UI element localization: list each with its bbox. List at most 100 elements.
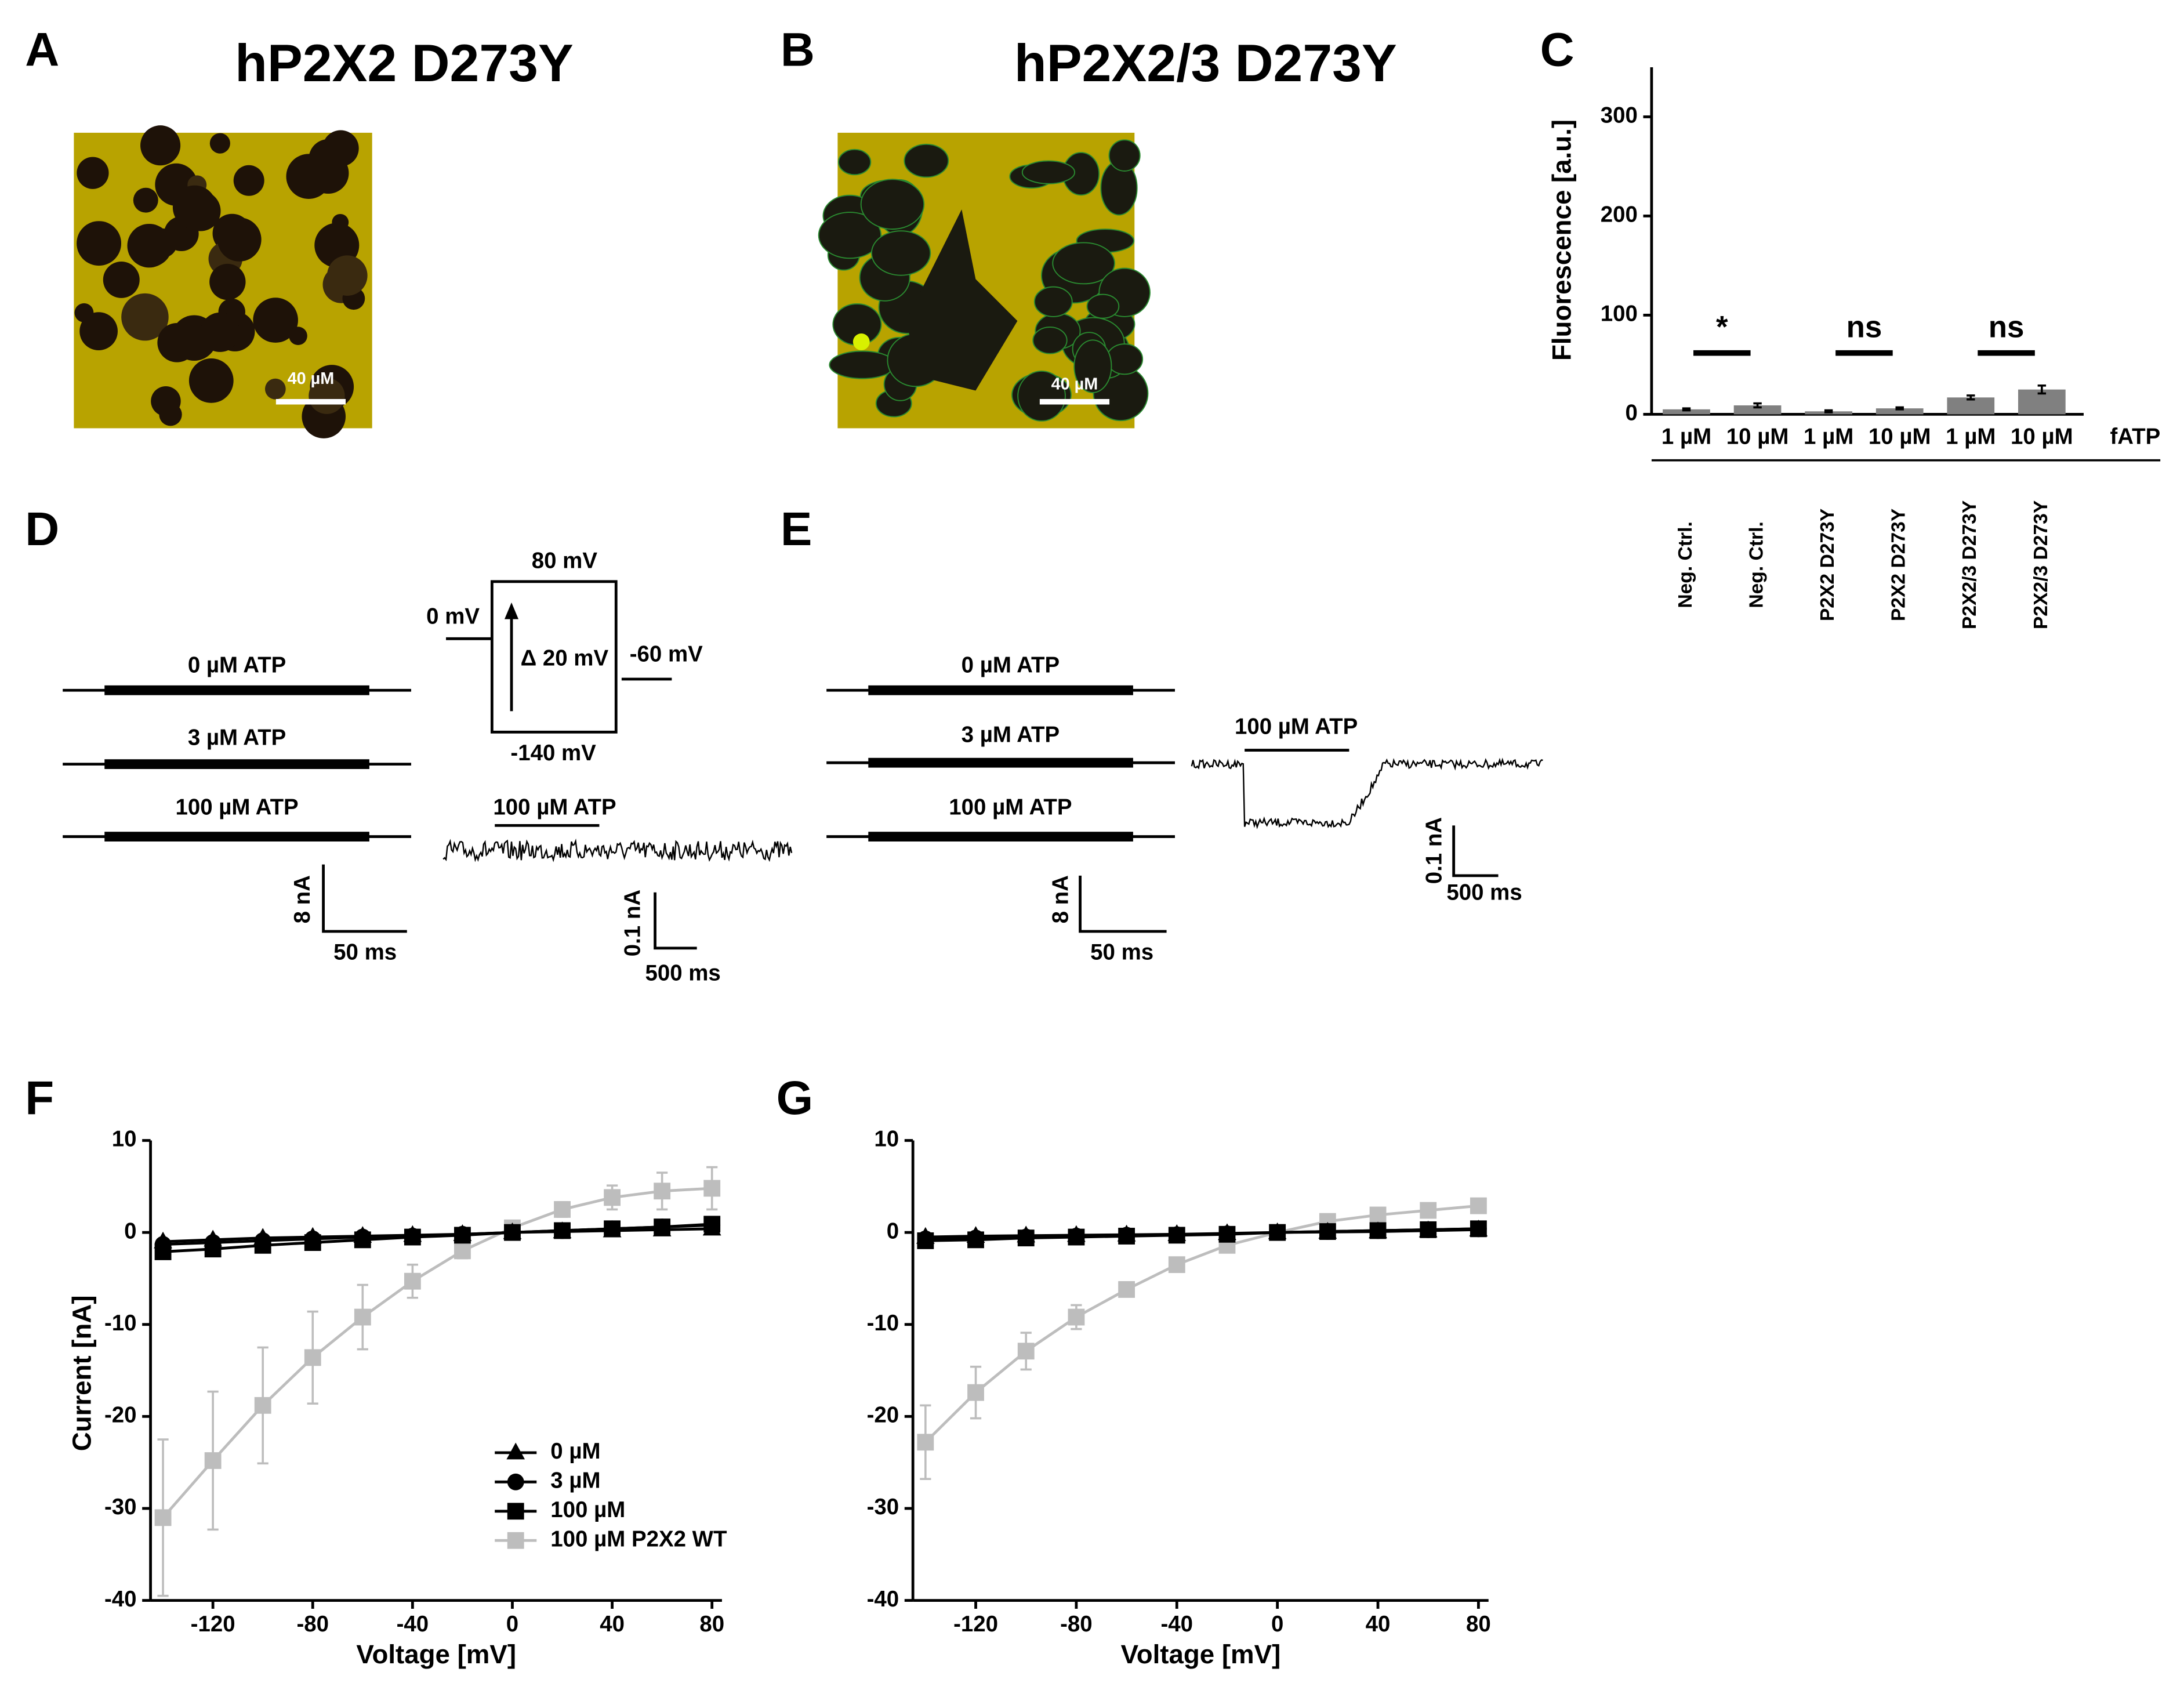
y-tick-label: -30 — [104, 1495, 137, 1519]
cell — [326, 255, 368, 296]
panel-title: hP2X2/3 D273Y — [1014, 34, 1397, 93]
marker — [1420, 1221, 1437, 1238]
protocol-label: -140 mV — [510, 741, 596, 766]
protocol-label: 80 mV — [532, 548, 598, 573]
trace-artifact — [104, 759, 369, 770]
significance-label: ns — [1846, 310, 1882, 344]
group-label: P2X2 D273Y — [1888, 509, 1910, 621]
y-tick-label: 0 — [1626, 401, 1638, 426]
cell — [1073, 339, 1112, 393]
protocol-label: -60 mV — [630, 641, 703, 666]
cell — [157, 322, 197, 362]
y-tick-label: 200 — [1601, 202, 1638, 227]
cell — [1086, 293, 1120, 319]
panel-label: A — [25, 24, 59, 77]
x-tick-label: 0 — [1271, 1612, 1283, 1637]
trace-artifact — [868, 757, 1133, 768]
trace-label: 0 µM ATP — [188, 653, 286, 678]
cell — [77, 221, 122, 266]
marker — [404, 1272, 421, 1290]
cell — [233, 165, 264, 196]
trace-label: 3 µM ATP — [188, 726, 286, 750]
cell — [140, 125, 181, 166]
x-tick-label: 0 — [506, 1612, 518, 1637]
trace — [1191, 757, 1543, 829]
y-tick-label: 100 — [1601, 302, 1638, 327]
marker — [454, 1227, 471, 1244]
x-axis-label: Voltage [mV] — [1121, 1640, 1281, 1669]
cell — [74, 303, 94, 322]
significance-label: * — [1716, 310, 1728, 344]
marker — [654, 1183, 671, 1200]
marker — [504, 1224, 521, 1241]
marker — [254, 1236, 271, 1254]
legend-label: 100 µM — [550, 1497, 625, 1522]
cell — [209, 263, 246, 300]
scale-label: 0.1 nA — [621, 890, 645, 956]
marker — [967, 1384, 984, 1401]
trace — [442, 838, 793, 862]
y-tick-label: -20 — [867, 1403, 899, 1428]
panel-label: D — [25, 503, 59, 556]
marker — [404, 1228, 421, 1246]
cell — [1106, 343, 1144, 375]
x-tick-label: -80 — [1060, 1612, 1093, 1637]
cell — [818, 212, 882, 259]
x-tick-label: 10 µM — [1869, 424, 1931, 449]
scale-label: 8 nA — [1048, 875, 1073, 923]
marker — [254, 1397, 271, 1414]
x-tick-label: 80 — [699, 1612, 724, 1637]
micrograph — [818, 132, 1151, 429]
protocol-label: Δ 20 mV — [521, 646, 609, 671]
scale-label: 50 ms — [1090, 940, 1153, 965]
marker — [1118, 1281, 1135, 1298]
y-tick-label: -30 — [867, 1495, 899, 1519]
x-axis-label: Voltage [mV] — [356, 1640, 516, 1669]
trace-artifact — [104, 685, 369, 695]
scale-bar-label: 40 µM — [1051, 375, 1098, 394]
trace-label: 3 µM ATP — [962, 723, 1060, 748]
group-label: P2X2/3 D273Y — [2030, 500, 2052, 629]
cell — [77, 157, 109, 189]
scale-label: 500 ms — [1446, 880, 1522, 905]
marker — [1319, 1223, 1336, 1240]
marker — [354, 1308, 371, 1326]
scale-bar — [654, 892, 697, 950]
y-tick-label: -10 — [104, 1311, 137, 1336]
panel-label: E — [781, 503, 812, 556]
cell — [200, 312, 240, 352]
group-label: P2X2/3 D273Y — [1959, 500, 1980, 629]
y-tick-label: -40 — [867, 1587, 899, 1612]
marker — [1068, 1228, 1085, 1246]
marker — [154, 1509, 172, 1526]
marker — [554, 1201, 571, 1218]
cell — [309, 378, 345, 414]
trace-artifact — [104, 832, 369, 842]
cell — [1021, 160, 1076, 184]
cell-cluster — [906, 209, 1018, 391]
marker — [1118, 1228, 1135, 1245]
trace-artifact — [868, 832, 1133, 842]
cell — [289, 327, 307, 345]
marker — [917, 1434, 934, 1451]
group-label: P2X2 D273Y — [1817, 509, 1838, 621]
legend-marker — [507, 1532, 524, 1549]
marker — [454, 1242, 471, 1260]
cell — [103, 261, 140, 298]
scale-bar — [322, 864, 407, 933]
error-bar — [1824, 409, 1833, 414]
cell — [1017, 370, 1066, 422]
x-tick-label: 40 — [1366, 1612, 1391, 1637]
trace-label: 0 µM ATP — [962, 653, 1060, 678]
cell — [121, 293, 169, 341]
scale-label: 8 nA — [290, 875, 315, 923]
x-tick-label: 1 µM — [1804, 424, 1853, 449]
marker — [1068, 1308, 1085, 1326]
y-tick-label: 0 — [124, 1218, 136, 1243]
trace-label: 100 µM ATP — [493, 795, 616, 820]
marker — [1470, 1197, 1487, 1214]
marker — [1269, 1224, 1286, 1241]
y-tick-label: -20 — [104, 1403, 137, 1428]
cell — [264, 378, 286, 400]
